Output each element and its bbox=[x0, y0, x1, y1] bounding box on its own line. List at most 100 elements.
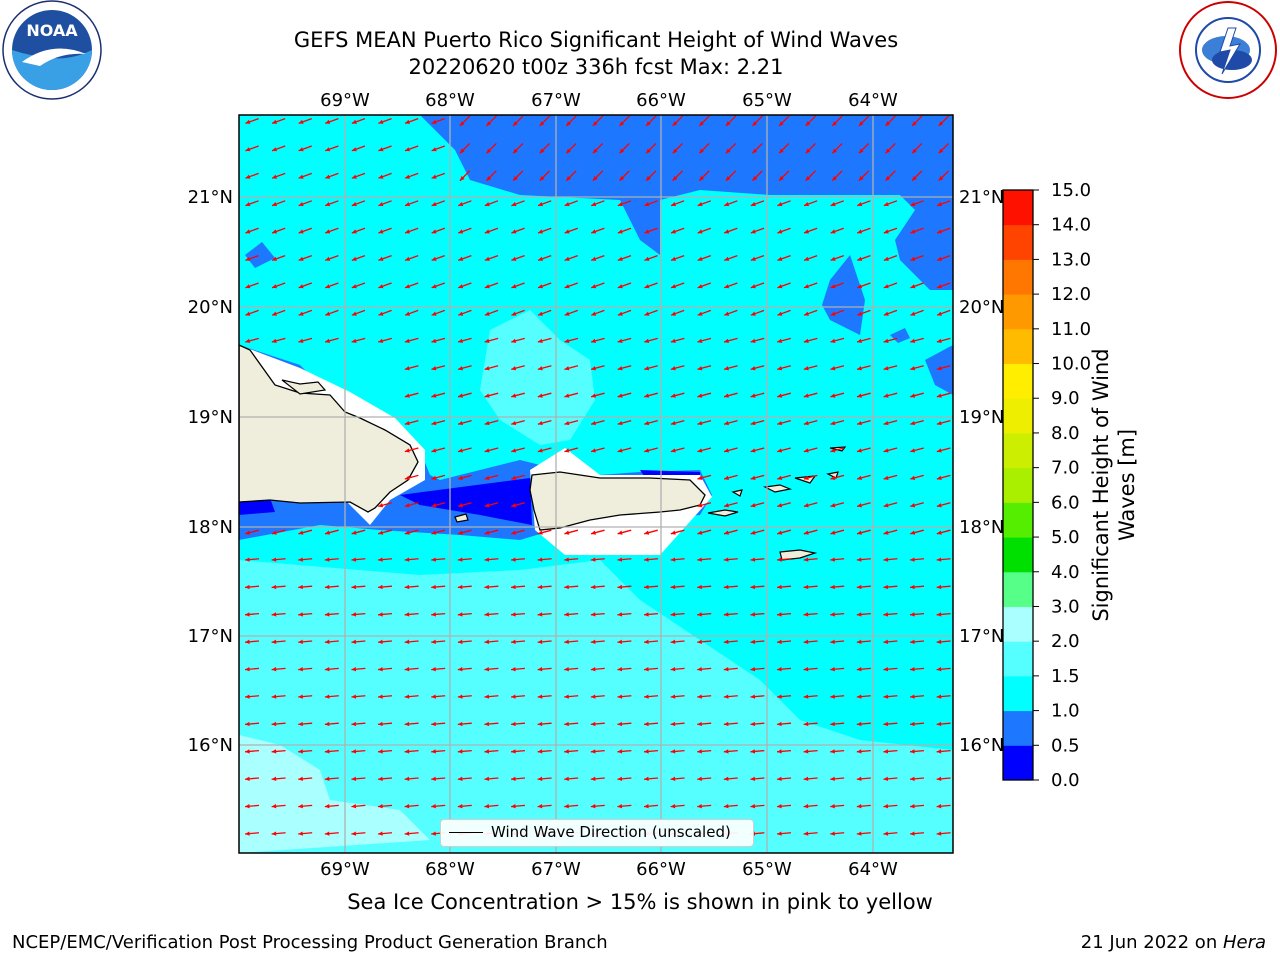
wave-arrow-head bbox=[779, 148, 784, 154]
wave-arrow-head bbox=[431, 393, 437, 398]
wave-arrow-head bbox=[750, 639, 756, 644]
wave-arrow-head bbox=[591, 448, 596, 453]
wave-arrow-head bbox=[883, 749, 889, 754]
wave-arrow-head bbox=[537, 667, 543, 672]
wave-band-0-5-1-0 bbox=[245, 242, 275, 268]
wave-arrow-head bbox=[405, 311, 410, 316]
wave-arrow-head bbox=[458, 311, 464, 316]
lat-tick-label: 19°N bbox=[959, 407, 1004, 428]
wave-arrow-head bbox=[590, 804, 596, 809]
wave-arrow-head bbox=[405, 284, 410, 289]
wave-arrow-head bbox=[883, 694, 889, 699]
wave-arrow-head bbox=[617, 393, 623, 398]
wave-arrow-head bbox=[670, 557, 676, 562]
wave-arrow-head bbox=[404, 338, 410, 343]
wave-arrow-head bbox=[777, 420, 783, 426]
wave-arrow-head bbox=[936, 366, 942, 371]
wave-arrow-head bbox=[883, 311, 889, 316]
wave-arrow-head bbox=[404, 831, 410, 836]
wave-arrow-head bbox=[750, 667, 756, 672]
wave-arrow-head bbox=[750, 366, 756, 371]
wave-arrow-head bbox=[857, 475, 862, 480]
wave-arrow-head bbox=[644, 229, 650, 234]
wave-arrow-head bbox=[883, 420, 889, 426]
wave-arrow-head bbox=[750, 694, 756, 699]
wave-arrow-head bbox=[245, 612, 250, 617]
wave-arrow-head bbox=[646, 176, 651, 181]
wave-arrow-head bbox=[777, 639, 782, 644]
lat-tick-label: 20°N bbox=[188, 297, 233, 318]
wave-arrow-head bbox=[592, 176, 598, 181]
wave-arrow-head bbox=[830, 612, 835, 617]
wave-arrow-head bbox=[910, 557, 915, 562]
wave-arrow-head bbox=[405, 229, 410, 234]
wave-arrow-head bbox=[856, 639, 862, 644]
wave-arrow-head bbox=[724, 393, 729, 398]
wave-arrow-head bbox=[324, 557, 330, 562]
wave-arrow-head bbox=[830, 667, 835, 672]
wave-arrow-head bbox=[511, 338, 517, 343]
wave-arrow-head bbox=[883, 503, 889, 508]
colorbar-tick-label: 2.0 bbox=[1051, 631, 1080, 652]
wave-arrow-head bbox=[830, 284, 836, 289]
wave-arrow-head bbox=[378, 639, 383, 644]
wave-band-0-5-1-0 bbox=[420, 115, 953, 290]
lat-tick-label: 21°N bbox=[188, 187, 233, 208]
colorbar-tick-label: 11.0 bbox=[1051, 319, 1091, 340]
lon-tick-label: 67°W bbox=[531, 90, 581, 111]
wave-arrow-head bbox=[617, 584, 623, 590]
wave-arrow-head bbox=[617, 776, 623, 781]
wave-arrow-head bbox=[830, 229, 836, 234]
wave-arrow-head bbox=[459, 176, 465, 181]
wave-arrow-head bbox=[697, 420, 703, 426]
wave-arrow-head bbox=[883, 284, 889, 289]
wave-arrow-head bbox=[271, 721, 277, 727]
wave-arrow-head bbox=[910, 284, 916, 289]
wave-arrow-head bbox=[457, 639, 463, 644]
wave-arrow-head bbox=[857, 256, 863, 261]
wave-band-1-5-2-0 bbox=[880, 790, 953, 853]
wave-arrow-head bbox=[378, 694, 383, 699]
wave-arrow-head bbox=[617, 448, 623, 453]
wave-arrow-head bbox=[857, 530, 862, 535]
wave-arrow-head bbox=[885, 121, 891, 126]
wave-arrow-head bbox=[484, 256, 490, 261]
noaa-logo: NOAA bbox=[2, 0, 102, 100]
wave-arrow-head bbox=[431, 749, 436, 754]
wave-arrow-head bbox=[591, 366, 596, 371]
colorbar-tick-label: 4.0 bbox=[1051, 562, 1080, 583]
wave-arrow-head bbox=[672, 148, 678, 154]
wave-arrow-head bbox=[538, 311, 543, 316]
wave-arrow-head bbox=[564, 393, 570, 398]
wave-arrow-head bbox=[486, 121, 492, 126]
wave-arrow-head bbox=[832, 176, 837, 181]
colorbar-segment bbox=[1003, 190, 1033, 226]
wave-arrow-head bbox=[458, 202, 464, 207]
wave-arrow-head bbox=[431, 229, 437, 234]
wave-arrow-head bbox=[750, 256, 756, 261]
lat-tick-label: 16°N bbox=[959, 735, 1004, 756]
wave-arrow-head bbox=[750, 584, 756, 590]
lon-tick-label: 68°W bbox=[425, 90, 475, 111]
wave-arrow-head bbox=[938, 176, 944, 181]
wave-arrow-head bbox=[245, 694, 250, 699]
colorbar-segment bbox=[1003, 606, 1033, 642]
wave-arrow-head bbox=[699, 148, 704, 154]
wave-arrow-head bbox=[272, 147, 277, 152]
wave-arrow-head bbox=[404, 557, 410, 562]
wave-arrow-head bbox=[431, 256, 437, 261]
wave-arrow-head bbox=[803, 749, 809, 754]
wave-arrow-head bbox=[697, 475, 703, 480]
wave-arrow-head bbox=[458, 475, 463, 480]
wave-arrow-head bbox=[271, 639, 277, 644]
wave-arrow-head bbox=[936, 749, 942, 754]
wave-arrow-head bbox=[724, 202, 730, 207]
wave-arrow-head bbox=[405, 174, 410, 179]
wave-arrow-head bbox=[697, 202, 703, 207]
wave-arrow-head bbox=[564, 202, 570, 207]
wave-arrow-head bbox=[670, 393, 676, 398]
wave-arrow-head bbox=[883, 584, 889, 590]
wave-arrow-head bbox=[803, 804, 809, 809]
wave-arrow-head bbox=[723, 557, 729, 562]
wave-arrow-head bbox=[298, 612, 303, 617]
